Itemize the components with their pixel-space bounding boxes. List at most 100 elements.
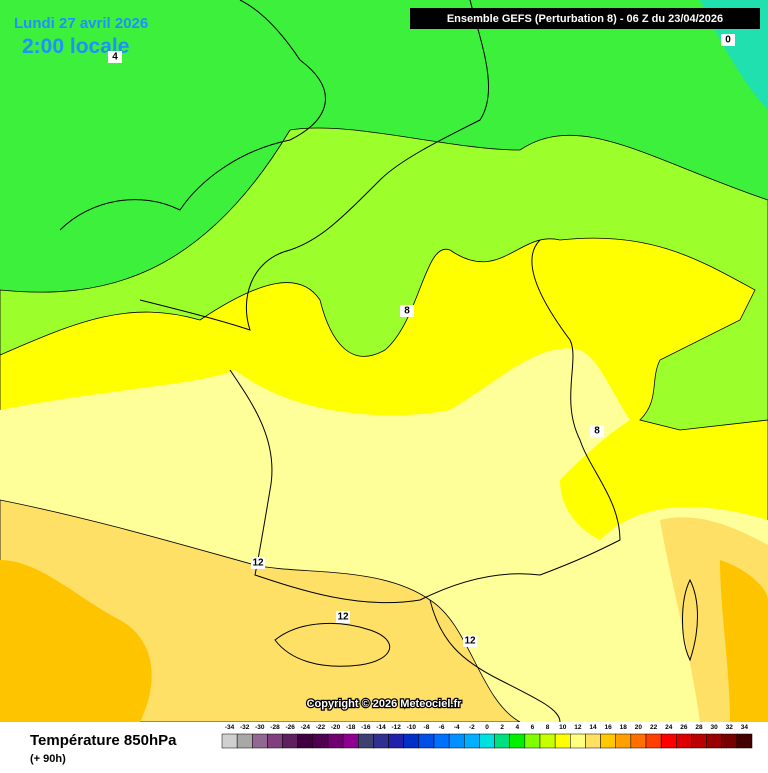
legend-swatch [585, 733, 601, 749]
legend-swatch [252, 733, 268, 749]
legend-swatch [630, 733, 647, 749]
time: 2:00 locale [22, 35, 129, 58]
legend-swatch [448, 733, 465, 749]
contour-label: 12 [464, 636, 476, 647]
legend-swatch [297, 733, 314, 749]
legend-label: -8 [424, 724, 430, 731]
legend-label: -10 [407, 724, 417, 731]
legend-label: 16 [605, 724, 613, 731]
date: Lundi 27 avril 2026 [14, 15, 148, 32]
coast-spain-east [429, 599, 561, 723]
coast-balearic-sea [274, 623, 391, 667]
contour-label-bg [463, 635, 477, 647]
legend-label: -20 [331, 724, 341, 731]
legend-label: -32 [240, 724, 250, 731]
contour-label: 8 [594, 426, 600, 437]
footer-title: Température 850hPa [30, 732, 177, 749]
coast-france [229, 239, 621, 604]
legend-swatch [721, 733, 738, 749]
contour-label-bg [251, 557, 265, 569]
legend-swatch [570, 733, 586, 749]
legend-label: 34 [741, 724, 749, 731]
legend-label: -30 [255, 724, 265, 731]
contour-label-bg [400, 305, 414, 317]
contour-label: 12 [337, 612, 349, 623]
legend-label: 22 [650, 724, 658, 731]
legend-label: -14 [376, 724, 386, 731]
contour-label-bg [721, 34, 735, 46]
legend-label: 20 [635, 724, 643, 731]
legend-label: 14 [589, 724, 597, 731]
legend-label: -28 [270, 724, 280, 731]
legend-swatch [312, 733, 329, 749]
legend-label: 26 [680, 724, 688, 731]
legend-swatch [418, 733, 435, 749]
coast-britain [59, 0, 326, 231]
legend-swatch [388, 733, 404, 749]
band-orange [0, 560, 152, 722]
legend-label: -24 [301, 724, 311, 731]
legend-swatch [403, 733, 420, 749]
legend-swatch [221, 733, 238, 749]
temperature-field [0, 0, 768, 723]
legend-label: 8 [546, 724, 550, 731]
legend-swatch [706, 733, 722, 749]
legend-swatch [554, 733, 571, 749]
legend-label: -22 [316, 724, 326, 731]
legend-swatch [509, 733, 526, 749]
legend-swatch [282, 733, 298, 749]
contour-label: 8 [404, 306, 410, 317]
copyright: Copyright © 2026 Meteociel.fr [307, 698, 463, 710]
coast-north [139, 0, 490, 331]
legend-label: 2 [500, 724, 504, 731]
legend-label: 6 [531, 724, 535, 731]
legend-label: -2 [469, 724, 475, 731]
legend-swatch [433, 733, 450, 749]
band-orange-east [720, 560, 768, 722]
legend-label: 28 [695, 724, 703, 731]
legend-swatch [267, 733, 283, 749]
legend-swatch [645, 733, 662, 749]
legend-label: -34 [225, 724, 235, 731]
legend-swatch [676, 733, 692, 749]
legend-swatch [600, 733, 616, 749]
legend-swatch [615, 733, 632, 749]
legend-label: 12 [574, 724, 582, 731]
contour-label: 0 [725, 35, 731, 46]
run-banner [410, 8, 760, 29]
legend-swatch [539, 733, 556, 749]
legend-swatch [494, 733, 510, 749]
legend-label: 10 [559, 724, 567, 731]
legend-label: 32 [726, 724, 734, 731]
legend-swatch [358, 733, 374, 749]
contour-label-bg [336, 611, 350, 623]
legend-swatch [342, 733, 359, 749]
contour-label: 4 [112, 52, 118, 63]
legend-swatch [236, 733, 253, 749]
legend-label: 30 [711, 724, 719, 731]
legend-label: -4 [454, 724, 460, 731]
legend-swatch [736, 733, 753, 749]
contour-label-bg [590, 425, 604, 437]
contour-label: 12 [252, 558, 264, 569]
legend-swatch [479, 733, 495, 749]
legend-swatch [327, 733, 344, 749]
legend-swatch [691, 733, 707, 749]
coastlines [59, 0, 698, 723]
legend-label: 0 [485, 724, 489, 731]
legend-label: -18 [346, 724, 356, 731]
legend-label: -6 [439, 724, 445, 731]
coast-corsica [682, 578, 698, 662]
legend-label: 4 [515, 724, 519, 731]
legend-swatch [660, 733, 677, 749]
legend-label: -12 [391, 724, 401, 731]
legend-swatch [464, 733, 480, 749]
footer-lead: (+ 90h) [30, 753, 66, 765]
run-info: Ensemble GEFS (Perturbation 8) - 06 Z du… [447, 13, 723, 25]
legend-swatch [524, 733, 541, 749]
legend-label: -16 [361, 724, 371, 731]
legend-label: -26 [285, 724, 295, 731]
legend-label: 18 [620, 724, 628, 731]
